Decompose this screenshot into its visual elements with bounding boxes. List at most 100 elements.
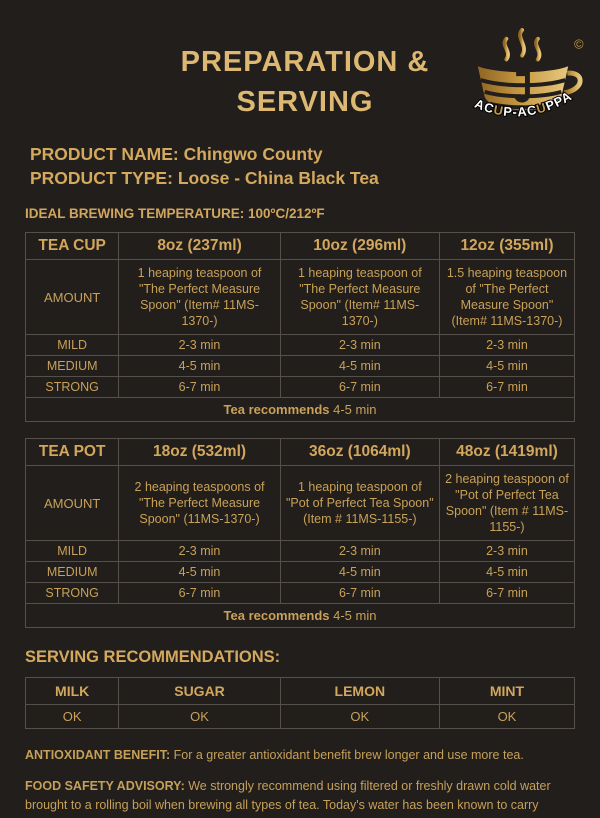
food-safety-text: We strongly recommend using filtered or … <box>25 779 559 818</box>
tea-pot-table: TEA POT 18oz (532ml) 36oz (1064ml) 48oz … <box>24 438 576 628</box>
brand-logo: © ACUP-ACUPPA <box>472 27 584 120</box>
time-cell: 6-7 min <box>438 376 576 398</box>
antioxidant-label: ANTIOXIDANT BENEFIT: <box>25 748 171 762</box>
time-cell: 6-7 min <box>118 582 281 604</box>
product-type-value: Loose - China Black Tea <box>177 168 379 188</box>
product-type-row: PRODUCT TYPE: Loose - China Black Tea <box>30 166 600 190</box>
time-cell: 4-5 min <box>118 355 281 377</box>
amount-cell: 1 heaping teaspoon of "The Perfect Measu… <box>279 259 440 335</box>
amount-cell: 1 heaping teaspoon of "Pot of Perfect Te… <box>279 465 440 541</box>
table-row-mild: MILD 2-3 min 2-3 min 2-3 min <box>24 540 576 562</box>
serving-header-cell: MINT <box>438 677 576 705</box>
table-header-cell: 8oz (237ml) <box>118 232 281 260</box>
footer-regular-text: 4-5 min <box>329 402 377 417</box>
serving-header-cell: SUGAR <box>118 677 281 705</box>
food-safety-note: FOOD SAFETY ADVISORY: We strongly recomm… <box>25 777 575 818</box>
header: PREPARATION & SERVING <box>0 0 600 140</box>
amount-cell: 1.5 heaping teaspoon of "The Perfect Mea… <box>438 259 576 335</box>
table-footer: Tea recommends 4-5 min <box>25 603 575 628</box>
cup-handle-icon <box>563 70 583 96</box>
table-header-row: TEA POT 18oz (532ml) 36oz (1064ml) 48oz … <box>24 438 576 466</box>
table-header-cell: TEA POT <box>24 438 120 466</box>
time-cell: 4-5 min <box>438 355 576 377</box>
page-title-line-2: SERVING <box>236 86 374 118</box>
tea-cup-table-wrap: TEA CUP 8oz (237ml) 10oz (296ml) 12oz (3… <box>24 232 576 422</box>
amount-row: AMOUNT 1 heaping teaspoon of "The Perfec… <box>24 259 576 335</box>
time-cell: 2-3 min <box>438 334 576 356</box>
serving-value-cell: OK <box>24 704 120 729</box>
copyright-symbol: © <box>574 37 584 52</box>
table-footer-row: Tea recommends 4-5 min <box>25 397 575 422</box>
table-row-medium: MEDIUM 4-5 min 4-5 min 4-5 min <box>24 561 576 583</box>
row-label: MEDIUM <box>24 561 120 583</box>
table-header-cell: 18oz (532ml) <box>118 438 281 466</box>
row-label: MILD <box>24 334 120 356</box>
time-cell: 2-3 min <box>118 334 281 356</box>
serving-header-cell: LEMON <box>279 677 440 705</box>
brewing-temperature: IDEAL BREWING TEMPERATURE: 100ºC/212ºF <box>25 206 600 221</box>
product-name-value: Chingwo County <box>183 144 323 164</box>
row-label: MILD <box>24 540 120 562</box>
amount-cell: 2 heaping teaspoon of "Pot of Perfect Te… <box>438 465 576 541</box>
table-footer-row: Tea recommends 4-5 min <box>25 603 575 628</box>
time-cell: 2-3 min <box>118 540 281 562</box>
antioxidant-note: ANTIOXIDANT BENEFIT: For a greater antio… <box>25 746 575 765</box>
time-cell: 6-7 min <box>118 376 281 398</box>
time-cell: 4-5 min <box>438 561 576 583</box>
amount-cell: 1 heaping teaspoon of "The Perfect Measu… <box>118 259 281 335</box>
table-header-cell: 12oz (355ml) <box>438 232 576 260</box>
cup-icon <box>477 66 569 111</box>
time-cell: 2-3 min <box>438 540 576 562</box>
row-label: STRONG <box>24 376 120 398</box>
product-info: PRODUCT NAME: Chingwo County PRODUCT TYP… <box>30 142 600 190</box>
page-title: PREPARATION & SERVING <box>95 42 515 122</box>
table-header-cell: TEA CUP <box>24 232 120 260</box>
row-label: STRONG <box>24 582 120 604</box>
time-cell: 4-5 min <box>279 561 440 583</box>
table-header-cell: 10oz (296ml) <box>279 232 440 260</box>
amount-cell: 2 heaping teaspoons of "The Perfect Meas… <box>118 465 281 541</box>
amount-row: AMOUNT 2 heaping teaspoons of "The Perfe… <box>24 465 576 541</box>
serving-value-cell: OK <box>118 704 281 729</box>
serving-value-cell: OK <box>438 704 576 729</box>
table-header-row: TEA CUP 8oz (237ml) 10oz (296ml) 12oz (3… <box>24 232 576 260</box>
table-footer: Tea recommends 4-5 min <box>25 397 575 422</box>
tea-pot-table-wrap: TEA POT 18oz (532ml) 36oz (1064ml) 48oz … <box>24 438 576 628</box>
table-row-mild: MILD 2-3 min 2-3 min 2-3 min <box>24 334 576 356</box>
serving-value-cell: OK <box>279 704 440 729</box>
time-cell: 4-5 min <box>118 561 281 583</box>
product-type-label: PRODUCT TYPE: <box>30 168 173 188</box>
time-cell: 6-7 min <box>279 376 440 398</box>
page-title-line-1: PREPARATION & <box>180 46 430 78</box>
row-label: MEDIUM <box>24 355 120 377</box>
time-cell: 4-5 min <box>279 355 440 377</box>
time-cell: 6-7 min <box>438 582 576 604</box>
serving-header-cell: MILK <box>24 677 120 705</box>
row-label: AMOUNT <box>24 465 120 541</box>
row-label: AMOUNT <box>24 259 120 335</box>
serving-heading: SERVING RECOMMENDATIONS: <box>25 648 281 666</box>
steam-icon <box>502 27 542 62</box>
brand-name-arc: ACUP-ACUPPA <box>473 88 575 119</box>
table-header-cell: 48oz (1419ml) <box>438 438 576 466</box>
serving-table: MILK SUGAR LEMON MINT OK OK OK OK <box>24 677 576 729</box>
time-cell: 6-7 min <box>279 582 440 604</box>
antioxidant-text: For a greater antioxidant benefit brew l… <box>170 748 524 762</box>
serving-header-row: MILK SUGAR LEMON MINT <box>24 677 576 705</box>
time-cell: 2-3 min <box>279 540 440 562</box>
serving-table-wrap: MILK SUGAR LEMON MINT OK OK OK OK <box>24 677 576 729</box>
food-safety-label: FOOD SAFETY ADVISORY: <box>25 779 185 793</box>
table-row-strong: STRONG 6-7 min 6-7 min 6-7 min <box>24 376 576 398</box>
footer-regular-text: 4-5 min <box>329 608 377 623</box>
serving-value-row: OK OK OK OK <box>24 704 576 729</box>
table-row-strong: STRONG 6-7 min 6-7 min 6-7 min <box>24 582 576 604</box>
product-name-row: PRODUCT NAME: Chingwo County <box>30 142 600 166</box>
brewing-temperature-label: IDEAL BREWING TEMPERATURE: <box>25 206 245 221</box>
table-header-cell: 36oz (1064ml) <box>279 438 440 466</box>
table-row-medium: MEDIUM 4-5 min 4-5 min 4-5 min <box>24 355 576 377</box>
brewing-temperature-value: 100ºC/212ºF <box>248 206 325 221</box>
time-cell: 2-3 min <box>279 334 440 356</box>
product-name-label: PRODUCT NAME: <box>30 144 179 164</box>
footer-bold-text: Tea recommends <box>223 402 330 417</box>
